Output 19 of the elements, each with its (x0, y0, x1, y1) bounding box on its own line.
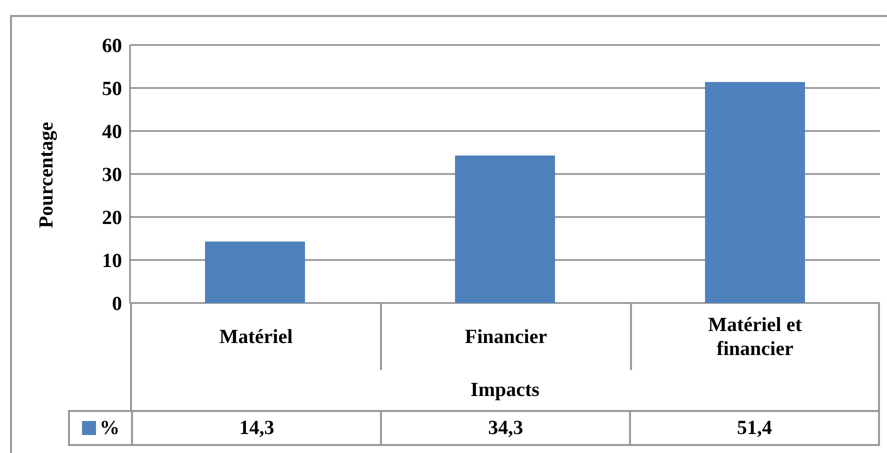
bar (455, 156, 555, 303)
y-tick-label: 0 (112, 293, 122, 316)
bar (705, 82, 805, 303)
y-tick-label: 60 (102, 35, 122, 58)
x-tick-label: Financier (464, 324, 548, 348)
x-tick-label: Matériel (218, 324, 294, 348)
y-tick-label: 50 (102, 78, 122, 100)
y-axis-title: Pourcentage (36, 122, 58, 228)
legend-label: % (100, 416, 120, 440)
x-tick-label: Matériel et financier (707, 312, 803, 360)
y-tick-label: 20 (102, 207, 122, 230)
y-tick-label: 30 (102, 164, 122, 186)
x-axis-title: Impacts (470, 378, 540, 402)
data-label: 34,3 (488, 416, 524, 440)
y-tick-label: 40 (102, 121, 122, 144)
y-tick-label: 10 (102, 250, 122, 272)
data-label: 14,3 (239, 416, 274, 440)
bar (205, 242, 305, 303)
data-label: 51,4 (737, 416, 772, 440)
